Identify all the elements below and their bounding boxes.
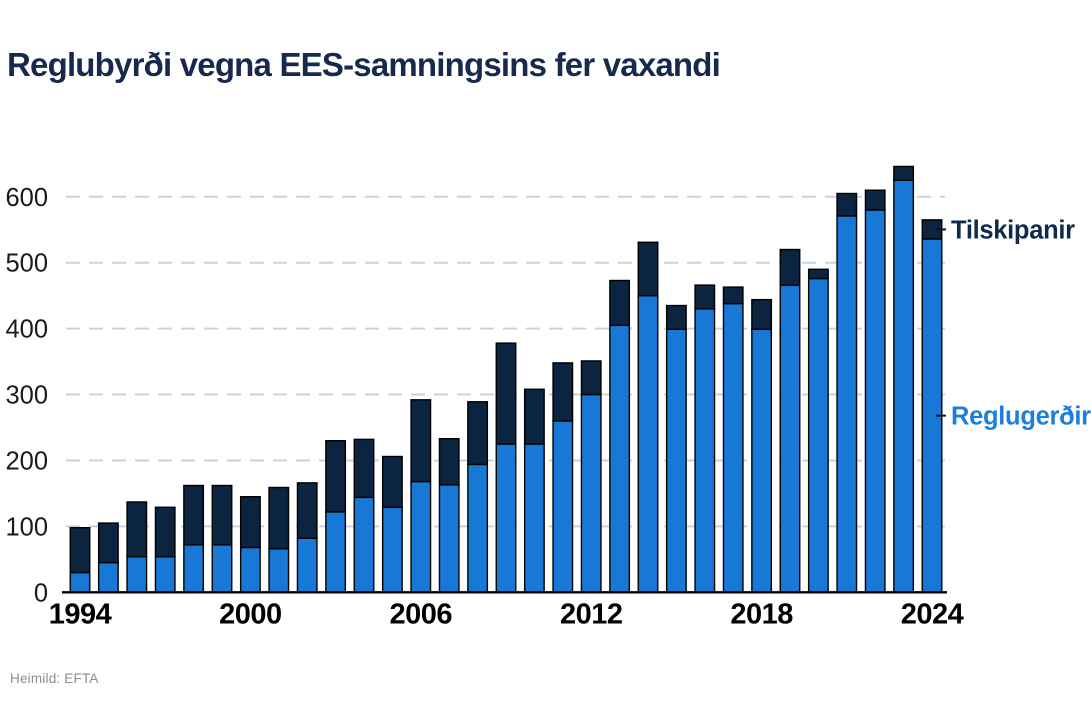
bar-tilskipanir-1995 xyxy=(97,522,119,564)
bar-reglugerdir-2023 xyxy=(893,179,915,594)
bar-tilskipanir-2004 xyxy=(353,438,375,499)
bar-reglugerdir-2018 xyxy=(751,328,773,594)
bar-tilskipanir-1997 xyxy=(154,506,176,558)
bar-reglugerdir-2016 xyxy=(694,308,716,593)
bar-tilskipanir-2003 xyxy=(325,439,347,513)
bar-reglugerdir-2000 xyxy=(239,546,261,594)
bar-tilskipanir-2012 xyxy=(580,360,602,396)
bar-reglugerdir-2003 xyxy=(325,511,347,593)
bar-tilskipanir-2010 xyxy=(523,388,545,445)
bar-tilskipanir-2011 xyxy=(552,362,574,422)
bar-reglugerdir-2022 xyxy=(864,209,886,594)
bar-tilskipanir-2018 xyxy=(751,298,773,330)
bar-reglugerdir-2019 xyxy=(779,284,801,593)
bar-reglugerdir-2020 xyxy=(807,277,829,594)
bar-tilskipanir-2000 xyxy=(239,496,261,549)
bar-tilskipanir-2016 xyxy=(694,284,716,310)
bar-reglugerdir-2012 xyxy=(580,393,602,594)
bar-tilskipanir-1998 xyxy=(183,484,205,546)
x-tick-label-2024: 2024 xyxy=(901,598,964,630)
bar-reglugerdir-1995 xyxy=(97,561,119,593)
bar-reglugerdir-2014 xyxy=(637,294,659,594)
bar-reglugerdir-1994 xyxy=(69,571,91,593)
y-tick-label-400: 400 xyxy=(5,316,48,344)
y-tick-label-500: 500 xyxy=(5,250,48,278)
x-tick-label-2006: 2006 xyxy=(390,598,453,630)
source-note: Heimild: EFTA xyxy=(10,671,99,686)
bar-tilskipanir-2008 xyxy=(467,401,489,466)
bar-tilskipanir-1994 xyxy=(69,526,91,574)
y-tick-label-200: 200 xyxy=(5,447,48,475)
bar-tilskipanir-2022 xyxy=(864,189,886,211)
bar-tilskipanir-2020 xyxy=(807,268,829,280)
bar-reglugerdir-2010 xyxy=(523,443,545,594)
bar-reglugerdir-2015 xyxy=(665,328,687,594)
bar-reglugerdir-2017 xyxy=(722,302,744,594)
bar-tilskipanir-2014 xyxy=(637,241,659,297)
bar-tilskipanir-2002 xyxy=(296,482,318,539)
bar-reglugerdir-2021 xyxy=(836,215,858,594)
bar-tilskipanir-2019 xyxy=(779,248,801,286)
bar-reglugerdir-2001 xyxy=(268,548,290,593)
bar-reglugerdir-2004 xyxy=(353,496,375,594)
bar-reglugerdir-2011 xyxy=(552,420,574,593)
bar-tilskipanir-2017 xyxy=(722,286,744,305)
x-tick-label-2012: 2012 xyxy=(560,598,623,630)
x-tick-label-2000: 2000 xyxy=(219,598,282,630)
bar-tilskipanir-1996 xyxy=(126,501,148,558)
y-tick-label-0: 0 xyxy=(34,579,48,607)
x-tick-label-1994: 1994 xyxy=(49,598,112,630)
bar-reglugerdir-2002 xyxy=(296,537,318,594)
bar-tilskipanir-2001 xyxy=(268,486,290,550)
bar-reglugerdir-2013 xyxy=(609,324,631,594)
y-tick-label-300: 300 xyxy=(5,382,48,410)
bar-tilskipanir-2023 xyxy=(893,165,915,182)
bar-tilskipanir-2006 xyxy=(410,399,432,483)
bar-tilskipanir-2021 xyxy=(836,192,858,217)
bar-tilskipanir-2005 xyxy=(381,455,403,508)
y-tick-label-100: 100 xyxy=(5,513,48,541)
bar-reglugerdir-1999 xyxy=(211,544,233,593)
x-tick-label-2018: 2018 xyxy=(730,598,793,630)
legend-label-reglugerdir: Reglugerðir xyxy=(951,403,1091,431)
bar-reglugerdir-2005 xyxy=(381,506,403,594)
bar-tilskipanir-2015 xyxy=(665,304,687,330)
legend-label-tilskipanir: Tilskipanir xyxy=(951,216,1075,244)
chart-title: Reglubyrði vegna EES-samningsins fer vax… xyxy=(7,46,721,83)
bar-tilskipanir-2007 xyxy=(438,438,460,486)
y-tick-label-600: 600 xyxy=(5,184,48,212)
bar-reglugerdir-2009 xyxy=(495,443,517,594)
bar-reglugerdir-1996 xyxy=(126,556,148,593)
bar-reglugerdir-2008 xyxy=(467,463,489,593)
bar-reglugerdir-2006 xyxy=(410,480,432,594)
bar-reglugerdir-1997 xyxy=(154,556,176,593)
bar-tilskipanir-2009 xyxy=(495,342,517,445)
bar-tilskipanir-1999 xyxy=(211,484,233,546)
bar-reglugerdir-1998 xyxy=(183,544,205,593)
bar-reglugerdir-2007 xyxy=(438,484,460,594)
bar-tilskipanir-2013 xyxy=(609,279,631,327)
